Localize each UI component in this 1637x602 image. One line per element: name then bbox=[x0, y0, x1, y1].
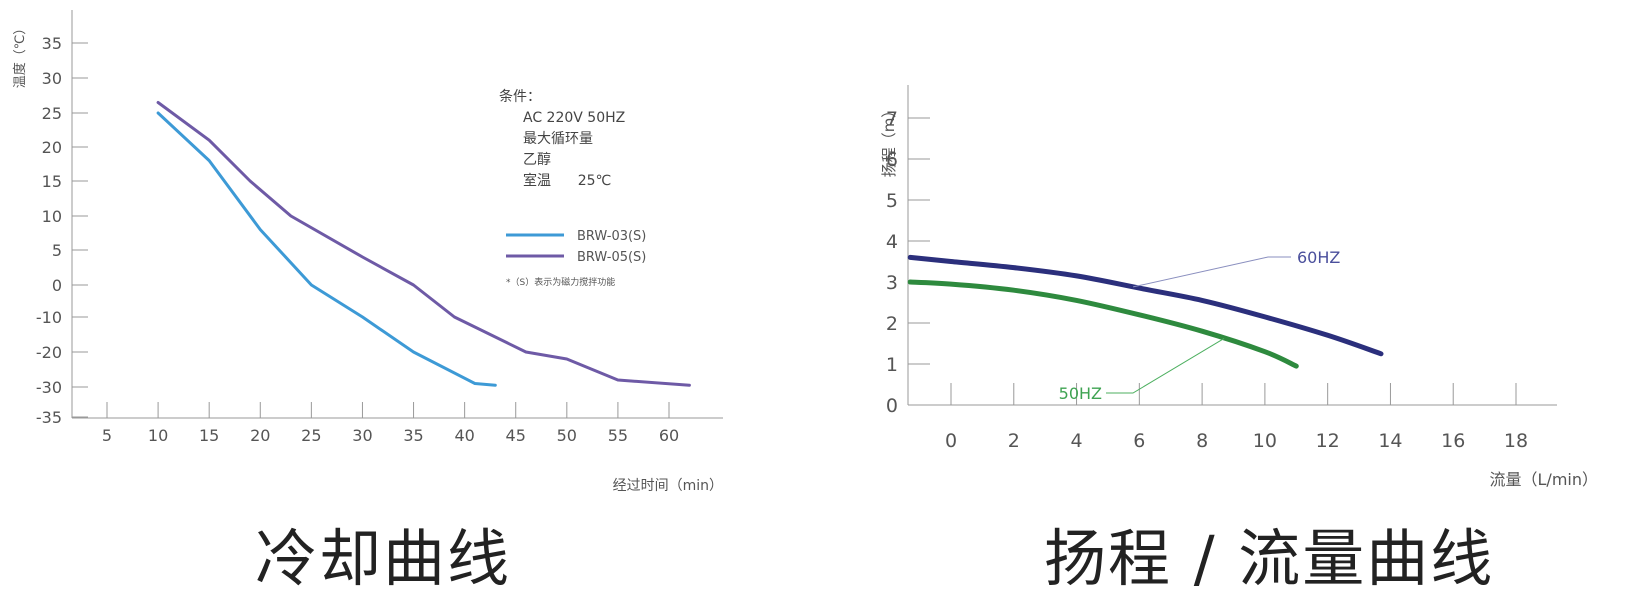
cooling-y-axis-label: 温度（℃） bbox=[12, 22, 28, 89]
callout-leader-60hz bbox=[1132, 256, 1291, 288]
head-flow-series bbox=[907, 254, 1384, 369]
cooling-x-tick-label: 45 bbox=[506, 426, 526, 445]
cooling-x-axis-label: 经过时间（min） bbox=[613, 478, 723, 494]
cooling-curve-title: 冷却曲线 bbox=[255, 522, 512, 595]
cooling-x-tick-label: 55 bbox=[608, 426, 628, 445]
cooling-legend: BRW-03(S) BRW-05(S) *（S）表示为磁力搅拌功能 bbox=[506, 229, 646, 288]
cooling-x-ticks: 5 10 15 20 25 30 35 40 45 50 55 60 bbox=[102, 402, 679, 445]
cooling-y-tick-label: 10 bbox=[42, 207, 62, 226]
legend-label-brw-03: BRW-03(S) bbox=[577, 229, 646, 244]
flow-x-tick-label: 12 bbox=[1316, 430, 1340, 452]
flow-x-tick-label: 10 bbox=[1253, 430, 1277, 452]
head-flow-title: 扬程 / 流量曲线 bbox=[1044, 522, 1495, 595]
cooling-y-tick-label: 30 bbox=[42, 69, 62, 88]
head-y-tick-label: 3 bbox=[886, 272, 898, 294]
cooling-x-tick-label: 50 bbox=[557, 426, 577, 445]
flow-x-axis-label: 流量（L/min） bbox=[1490, 470, 1598, 489]
cooling-series bbox=[156, 101, 691, 387]
head-y-tick-label: 1 bbox=[886, 354, 898, 376]
cooling-y-ticks: 35 30 25 20 15 10 5 0 -10 -20 -30 -35 bbox=[36, 34, 88, 427]
cooling-x-tick-label: 15 bbox=[199, 426, 219, 445]
cooling-x-tick-label: 25 bbox=[301, 426, 321, 445]
cooling-y-tick-label: -10 bbox=[36, 308, 62, 327]
series-line-60hz bbox=[907, 254, 1384, 357]
flow-x-tick-label: 8 bbox=[1196, 430, 1208, 452]
head-y-tick-label: 0 bbox=[886, 395, 898, 417]
flow-x-tick-label: 18 bbox=[1504, 430, 1528, 452]
series-line-brw-05-s bbox=[156, 101, 691, 387]
cooling-x-tick-label: 40 bbox=[454, 426, 474, 445]
flow-x-tick-label: 2 bbox=[1008, 430, 1020, 452]
flow-x-tick-label: 4 bbox=[1071, 430, 1083, 452]
head-flow-annotations: 60HZ 50HZ bbox=[1059, 248, 1341, 403]
head-flow-x-ticks: 0 2 4 6 8 10 12 14 16 18 bbox=[945, 383, 1528, 452]
cooling-x-tick-label: 10 bbox=[148, 426, 168, 445]
cooling-x-tick-label: 20 bbox=[250, 426, 270, 445]
conditions-note: 条件： AC 220V 50HZ 最大循环量 乙醇 室温 25℃ bbox=[499, 88, 625, 189]
legend-label-brw-05: BRW-05(S) bbox=[577, 250, 646, 265]
cooling-x-tick-label: 35 bbox=[403, 426, 423, 445]
condition-medium: 乙醇 bbox=[523, 151, 551, 168]
cooling-x-tick-label: 60 bbox=[659, 426, 679, 445]
head-flow-axes bbox=[907, 85, 1557, 406]
cooling-y-tick-label: 5 bbox=[52, 241, 62, 260]
head-y-tick-label: 5 bbox=[886, 190, 898, 212]
conditions-heading: 条件： bbox=[499, 88, 541, 105]
head-y-axis-label: 扬程（m） bbox=[880, 103, 898, 178]
legend-footnote: *（S）表示为磁力搅拌功能 bbox=[506, 276, 615, 288]
cooling-x-tick-label: 5 bbox=[102, 426, 112, 445]
callout-leader-50hz bbox=[1106, 337, 1225, 394]
flow-x-tick-label: 6 bbox=[1133, 430, 1145, 452]
cooling-y-tick-label: -35 bbox=[36, 408, 62, 427]
callout-label-50hz: 50HZ bbox=[1059, 384, 1102, 403]
series-line-brw-03-s bbox=[156, 111, 497, 387]
flow-x-tick-label: 14 bbox=[1378, 430, 1402, 452]
cooling-y-tick-label: 0 bbox=[52, 276, 62, 295]
head-y-tick-label: 6 bbox=[886, 149, 898, 171]
condition-room-temp: 室温 25℃ bbox=[523, 172, 611, 189]
cooling-y-tick-label: 15 bbox=[42, 172, 62, 191]
flow-x-tick-label: 0 bbox=[945, 430, 957, 452]
cooling-y-tick-label: 20 bbox=[42, 138, 62, 157]
cooling-axes bbox=[71, 10, 723, 419]
head-flow-y-ticks: 0 1 2 3 4 5 6 7 bbox=[886, 108, 930, 417]
cooling-y-tick-label: 25 bbox=[42, 104, 62, 123]
cooling-y-tick-label: -20 bbox=[36, 343, 62, 362]
callout-label-60hz: 60HZ bbox=[1297, 248, 1340, 267]
cooling-y-tick-label: 35 bbox=[42, 34, 62, 53]
cooling-x-tick-label: 30 bbox=[352, 426, 372, 445]
head-y-tick-label: 7 bbox=[886, 108, 898, 130]
condition-power: AC 220V 50HZ bbox=[523, 110, 625, 126]
flow-x-tick-label: 16 bbox=[1441, 430, 1465, 452]
cooling-y-tick-label: -30 bbox=[36, 378, 62, 397]
condition-circulation: 最大循环量 bbox=[523, 131, 593, 147]
head-y-tick-label: 4 bbox=[886, 231, 898, 253]
head-y-tick-label: 2 bbox=[886, 313, 898, 335]
series-line-50hz bbox=[907, 279, 1299, 369]
